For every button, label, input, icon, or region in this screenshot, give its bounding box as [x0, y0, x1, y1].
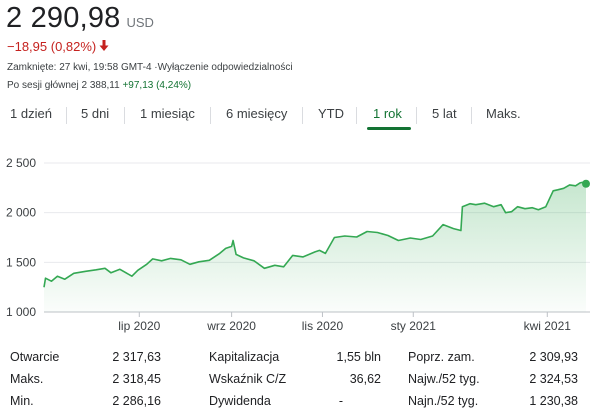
price-line [43, 181, 587, 288]
market-closed-note: Zamknięte: 27 kwi, 19:58 GMT-4 ·Wyłączen… [7, 62, 293, 73]
stat-label-prev-close: Poprz. zam. [408, 350, 475, 364]
tab-divider [356, 107, 357, 124]
stat-value-52w-high: 2 324,53 [529, 372, 578, 386]
x-tick-label: lip 2020 [118, 319, 160, 333]
stat-value-market-cap: 1,55 bln [336, 350, 381, 364]
y-tick-label: 2 000 [6, 206, 36, 220]
price-change: −18,95 (0,82%) [7, 39, 109, 54]
after-hours-info: Po sesji głównej 2 388,11 +97,13 (4,24%) [7, 80, 191, 91]
price-header: 2 290,98 USD [6, 2, 154, 35]
after-hours-change: +97,13 (4,24%) [122, 80, 192, 91]
tab-5-years[interactable]: 5 lat [432, 106, 457, 121]
last-price-marker [582, 179, 590, 188]
stat-label-market-cap: Kapitalizacja [209, 350, 280, 364]
stat-label-low: Min. [10, 394, 34, 408]
x-tick-label: lis 2020 [302, 319, 344, 333]
price-change-value: −18,95 (0,82%) [7, 39, 97, 54]
stat-label-pe-ratio: Wskaźnik C/Z [209, 372, 287, 386]
tab-divider [416, 107, 417, 124]
stat-value-prev-close: 2 309,93 [529, 350, 578, 364]
y-tick-label: 1 000 [6, 305, 36, 319]
price-area-fill [44, 181, 586, 312]
currency-label: USD [126, 15, 154, 30]
stat-label-open: Otwarcie [10, 350, 60, 364]
stat-label-52w-low: Najn./52 tyg. [408, 394, 479, 408]
y-tick-label: 2 500 [6, 156, 36, 170]
current-price: 2 290,98 [6, 2, 121, 34]
tab-ytd[interactable]: YTD [318, 106, 344, 121]
tab-1-month[interactable]: 1 miesiąc [140, 106, 195, 121]
stat-label-dividend: Dywidenda [209, 394, 271, 408]
x-tick-label: sty 2021 [391, 319, 437, 333]
tab-1-day[interactable]: 1 dzień [10, 106, 52, 121]
x-tick-label: kwi 2021 [524, 319, 572, 333]
stat-value-high: 2 318,45 [112, 372, 161, 386]
tab-divider [471, 107, 472, 124]
stat-value-pe-ratio: 36,62 [349, 372, 381, 386]
tab-5-days[interactable]: 5 dni [81, 106, 110, 121]
tab-divider [210, 107, 211, 124]
stat-label-high: Maks. [10, 372, 44, 386]
arrow-down-icon [99, 39, 109, 54]
stat-label-52w-high: Najw./52 tyg. [408, 372, 480, 386]
stat-value-open: 2 317,63 [112, 350, 161, 364]
after-hours-label: Po sesji głównej 2 388,11 [7, 80, 120, 91]
tab-divider [124, 107, 125, 124]
tab-1-year[interactable]: 1 rok [373, 106, 402, 121]
stat-value-dividend: - [338, 394, 343, 408]
stat-value-low: 2 286,16 [112, 394, 161, 408]
x-tick-label: wrz 2020 [206, 319, 256, 333]
price-chart[interactable]: 1 000 1 500 2 000 2 500 lip 2020 wrz 2020 lis … [0, 145, 596, 335]
tab-max[interactable]: Maks. [486, 106, 521, 121]
tab-6-months[interactable]: 6 miesięcy [226, 106, 288, 121]
tab-divider [302, 107, 303, 124]
tab-divider [66, 107, 67, 124]
time-range-tabs: 1 dzień 5 dni 1 miesiąc 6 miesięcy YTD 1… [0, 104, 596, 132]
active-tab-indicator [367, 127, 411, 130]
y-tick-label: 1 500 [6, 255, 36, 269]
stat-value-52w-low: 1 230,38 [529, 394, 578, 408]
